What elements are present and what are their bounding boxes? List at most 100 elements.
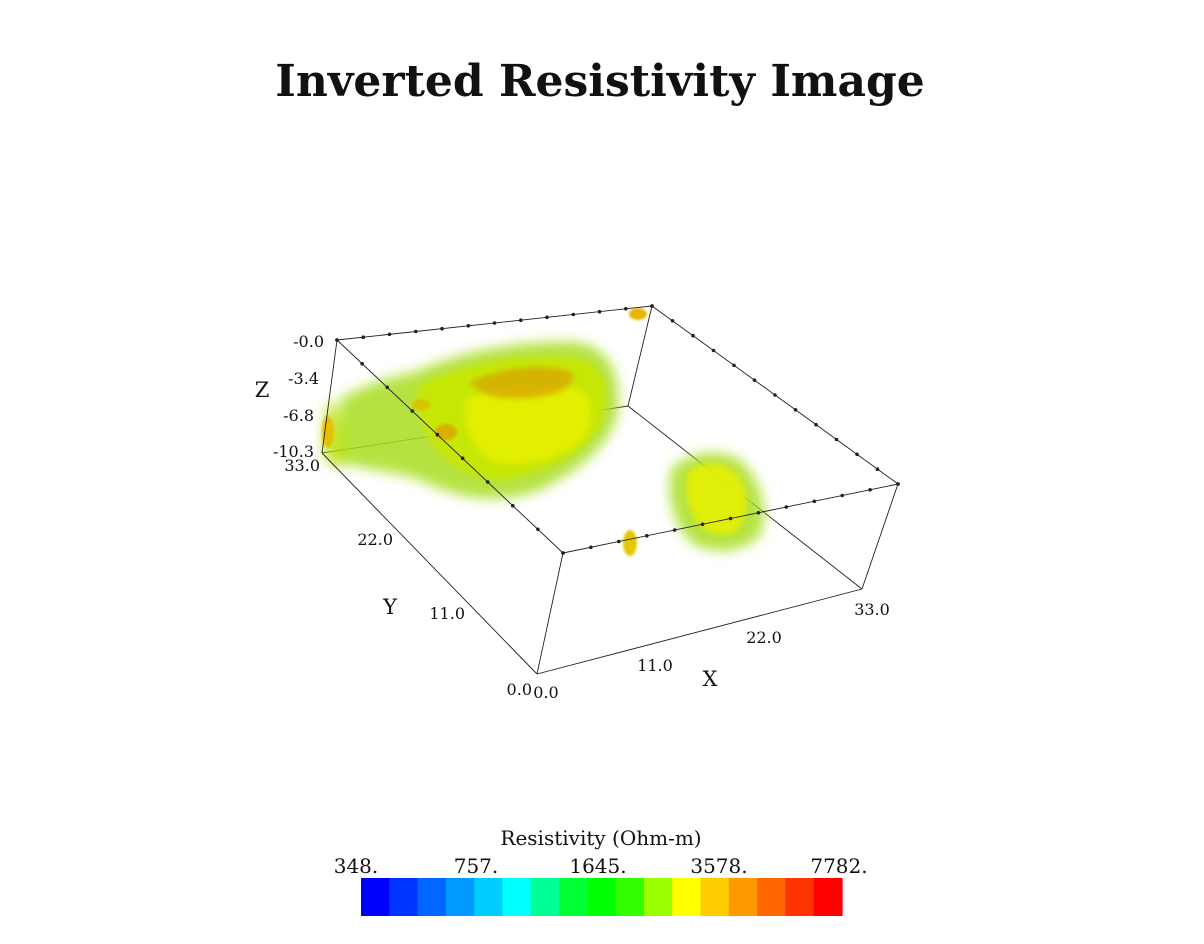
- colorbar-tick-label: 7782.: [810, 854, 867, 878]
- y-tick-label: 22.0: [357, 530, 393, 549]
- edge-dot: [360, 361, 364, 366]
- edge-dot: [589, 545, 593, 550]
- blob-front-left-2: [435, 424, 457, 440]
- colorbar-swatch: [728, 878, 758, 916]
- edge-tick-dots: [335, 304, 900, 555]
- colorbar-swatch: [700, 878, 730, 916]
- colorbar-swatches: [361, 878, 843, 916]
- colorbar-swatch: [672, 878, 702, 916]
- edge-dot: [728, 516, 733, 521]
- z-tick-label: -10.3: [273, 442, 314, 461]
- colorbar-tick-label: 1645.: [569, 854, 626, 878]
- x-tick-label: 22.0: [746, 628, 782, 647]
- edge-dot: [855, 452, 859, 457]
- edge-dot: [335, 338, 339, 342]
- edge-dot: [561, 551, 565, 555]
- edge-dot: [361, 335, 366, 340]
- blob-left-edge: [322, 416, 334, 448]
- colorbar-tick-label: 3578.: [690, 854, 747, 878]
- edge-dot: [756, 511, 761, 515]
- colorbar-swatch: [643, 878, 673, 916]
- colorbar-swatch: [502, 878, 532, 916]
- colorbar-swatch: [757, 878, 787, 916]
- colorbar: Resistivity (Ohm-m) 348. 757. 1645. 3578…: [334, 826, 868, 916]
- colorbar-swatch: [417, 878, 447, 916]
- edge-dot: [773, 393, 777, 397]
- edge-dot: [385, 385, 390, 390]
- edge-dot: [597, 309, 602, 314]
- x-axis-label: X: [703, 667, 718, 691]
- z-axis: -0.0 -3.4 -6.8 -10.3 Z: [255, 332, 324, 461]
- edge-dot: [511, 503, 515, 508]
- colorbar-swatch: [813, 878, 843, 916]
- y-tick-label: 11.0: [429, 604, 465, 623]
- x-axis: 0.0 11.0 22.0 33.0 X: [533, 600, 890, 702]
- colorbar-tick-label: 348.: [334, 854, 379, 878]
- edge-dot: [672, 528, 677, 532]
- blob-front-edge: [623, 530, 637, 556]
- edge-dot: [700, 522, 705, 527]
- anomaly-small: [669, 453, 764, 551]
- colorbar-title: Resistivity (Ohm-m): [500, 826, 701, 850]
- edge-dot: [812, 499, 817, 504]
- edge-dot: [536, 527, 540, 532]
- edge-dot: [711, 348, 716, 353]
- z-tick-label: -6.8: [283, 406, 314, 425]
- colorbar-swatch: [361, 878, 390, 916]
- colorbar-swatch: [389, 878, 419, 916]
- edge-dot: [834, 437, 839, 442]
- anomaly-large: [322, 341, 619, 499]
- y-axis: 33.0 22.0 11.0 0.0 Y: [284, 456, 532, 699]
- edge-dot: [414, 329, 418, 334]
- edge-dot: [617, 539, 621, 544]
- colorbar-swatch: [445, 878, 475, 916]
- edge-dot: [410, 409, 415, 413]
- edge-dot: [814, 422, 818, 427]
- x-tick-label: 0.0: [533, 683, 558, 702]
- edge-dot: [440, 326, 444, 331]
- edge-dot: [460, 456, 465, 461]
- edge-dot: [545, 315, 549, 320]
- edge-dot: [519, 318, 523, 323]
- edge-dot: [691, 333, 695, 338]
- z-axis-label: Z: [255, 378, 270, 402]
- edge-dot: [875, 467, 880, 472]
- edge-dot: [571, 312, 576, 317]
- blob-top-corner: [629, 308, 647, 320]
- z-tick-label: -3.4: [288, 369, 319, 388]
- colorbar-tick-label: 757.: [454, 854, 499, 878]
- edge-dot: [752, 378, 757, 383]
- edge-dot: [793, 408, 798, 412]
- x-tick-label: 11.0: [637, 656, 673, 675]
- colorbar-swatch: [559, 878, 588, 916]
- edge-dot: [387, 332, 392, 337]
- edge-dot: [624, 307, 628, 311]
- edge-dot: [670, 319, 675, 323]
- edge-dot: [645, 534, 649, 538]
- edge-dot: [732, 363, 736, 368]
- bounding-box-front: [321, 305, 899, 675]
- chart-title: Inverted Resistivity Image: [275, 56, 924, 107]
- y-axis-label: Y: [382, 595, 398, 619]
- colorbar-swatch: [615, 878, 645, 916]
- x-tick-label: 33.0: [854, 600, 890, 619]
- colorbar-swatch: [785, 878, 815, 916]
- edge-dot: [784, 505, 789, 509]
- blob-front-left-1: [412, 399, 430, 411]
- edge-dot: [896, 482, 900, 486]
- edge-dot: [650, 304, 654, 308]
- y-tick-label: 0.0: [507, 680, 532, 699]
- y-tick-label: 33.0: [284, 456, 320, 475]
- colorbar-swatch: [474, 878, 504, 916]
- edge-dot: [492, 321, 497, 325]
- edge-dot: [435, 432, 440, 437]
- edge-dot: [485, 480, 490, 484]
- small-blobs: [322, 308, 647, 556]
- colorbar-swatch: [587, 878, 617, 916]
- edge-dot: [466, 324, 471, 328]
- edge-dot: [840, 493, 844, 498]
- colorbar-swatch: [530, 878, 560, 916]
- z-tick-label: -0.0: [293, 332, 324, 351]
- edge-dot: [868, 488, 872, 492]
